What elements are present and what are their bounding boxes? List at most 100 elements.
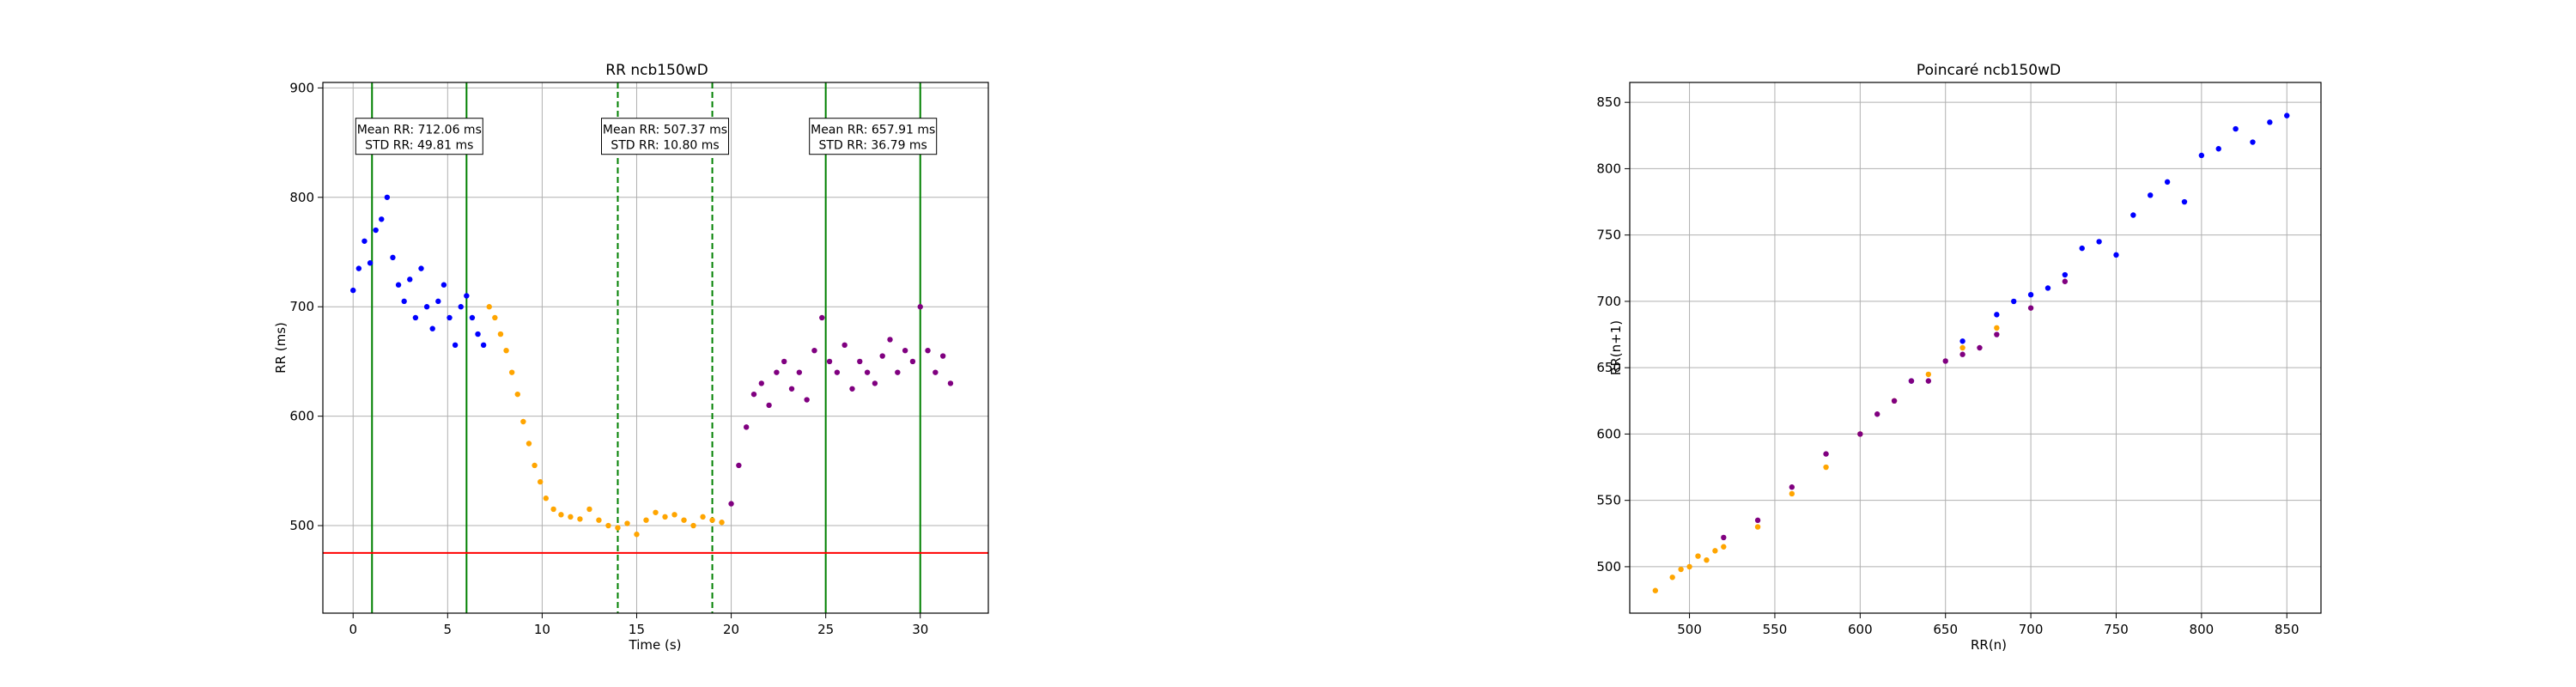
- poincare-x-axis-label: RR(n): [1971, 637, 2007, 653]
- data-point: [1754, 517, 1761, 524]
- data-point: [508, 369, 515, 375]
- data-point: [379, 216, 385, 222]
- data-point: [1686, 563, 1692, 570]
- data-point: [350, 287, 356, 294]
- data-point: [653, 509, 659, 515]
- data-point: [1942, 358, 1948, 364]
- annotation-std-text: STD RR: 36.79 ms: [819, 139, 927, 153]
- annotation-std-text: STD RR: 10.80 ms: [611, 139, 719, 153]
- x-tick-label: 650: [1933, 622, 1958, 637]
- data-point: [596, 517, 602, 523]
- data-point: [2181, 198, 2188, 205]
- y-tick-label: 800: [1596, 161, 1621, 176]
- data-point: [1994, 325, 2000, 331]
- poincare-gridlines: [1630, 82, 2321, 613]
- data-point: [2130, 212, 2136, 218]
- data-point: [418, 265, 424, 271]
- y-tick-label: 600: [289, 409, 314, 424]
- x-tick-label: 20: [723, 622, 739, 637]
- rr-points: [350, 194, 954, 538]
- data-point: [743, 424, 750, 430]
- data-point: [423, 304, 430, 310]
- x-tick-label: 15: [629, 622, 645, 637]
- data-point: [2164, 179, 2171, 185]
- data-point: [401, 298, 407, 305]
- data-point: [440, 282, 447, 288]
- poincare-chart: Poincaré ncb150wD 500 550 600 650 700 750 800 8…: [1596, 62, 2322, 653]
- data-point: [586, 506, 592, 513]
- x-tick-label: 5: [444, 622, 453, 637]
- data-point: [1959, 338, 1965, 344]
- x-tick-label: 0: [349, 622, 357, 637]
- data-point: [435, 298, 441, 305]
- data-point: [2062, 271, 2069, 278]
- rr-chart: RR ncb150wD Mean RR: 712.06 ms STD RR: 49…: [273, 62, 989, 653]
- data-point: [624, 520, 630, 526]
- data-point: [355, 265, 362, 271]
- data-point: [615, 525, 621, 531]
- data-point: [2079, 245, 2085, 252]
- data-point: [1704, 557, 1710, 563]
- data-point: [895, 369, 901, 375]
- data-point: [458, 304, 464, 310]
- data-point: [681, 517, 687, 523]
- data-point: [452, 342, 459, 349]
- data-point: [367, 260, 374, 266]
- data-point: [909, 358, 916, 365]
- rr-x-axis-label: Time (s): [629, 637, 682, 653]
- annotation-std-text: STD RR: 49.81 ms: [365, 139, 473, 153]
- data-point: [1678, 566, 1684, 573]
- annotation-mean-text: Mean RR: 507.37 ms: [603, 124, 727, 137]
- stats-annotation-box: Mean RR: 712.06 ms STD RR: 49.81 ms: [355, 118, 483, 155]
- annotation-box-frame: [355, 118, 483, 155]
- data-point: [902, 347, 908, 354]
- data-point: [804, 397, 810, 403]
- y-tick-label: 650: [1596, 360, 1621, 375]
- data-point: [1695, 553, 1701, 559]
- data-point: [2096, 239, 2102, 245]
- data-point: [1789, 484, 1795, 490]
- rr-y-axis-label: RR (ms): [273, 322, 289, 374]
- rr-y-ticks: 500 600 700 800 900: [289, 80, 323, 533]
- data-point: [2113, 252, 2119, 258]
- data-point: [2250, 139, 2256, 145]
- data-point: [497, 331, 504, 337]
- data-point: [2027, 292, 2034, 298]
- data-point: [464, 293, 470, 299]
- data-point: [1857, 431, 1863, 437]
- data-point: [1891, 398, 1898, 404]
- data-point: [750, 391, 757, 398]
- data-point: [700, 514, 706, 520]
- data-point: [2198, 152, 2205, 159]
- data-point: [2215, 146, 2221, 152]
- data-point: [412, 314, 419, 321]
- data-point: [758, 380, 764, 386]
- data-point: [849, 386, 855, 392]
- data-point: [2027, 305, 2034, 311]
- data-point: [887, 337, 893, 343]
- data-point: [447, 314, 453, 321]
- data-point: [577, 516, 583, 522]
- poincare-x-ticks: 500 550 600 650 700 750 800 850: [1677, 613, 2300, 637]
- x-tick-label: 750: [2104, 622, 2129, 637]
- data-point: [864, 369, 871, 375]
- y-tick-label: 750: [1596, 228, 1621, 243]
- data-point: [728, 501, 734, 507]
- data-point: [857, 358, 863, 365]
- data-point: [1823, 464, 1829, 471]
- data-point: [2062, 278, 2069, 284]
- data-point: [709, 517, 715, 523]
- data-point: [933, 369, 939, 375]
- poincare-chart-title: Poincaré ncb150wD: [1917, 62, 2061, 79]
- data-point: [537, 478, 544, 485]
- data-point: [520, 418, 526, 425]
- data-point: [781, 358, 787, 365]
- data-point: [947, 380, 954, 386]
- data-point: [558, 512, 564, 518]
- data-point: [939, 353, 946, 359]
- y-tick-label: 500: [289, 518, 314, 533]
- data-point: [819, 314, 825, 321]
- y-tick-label: 850: [1596, 94, 1621, 110]
